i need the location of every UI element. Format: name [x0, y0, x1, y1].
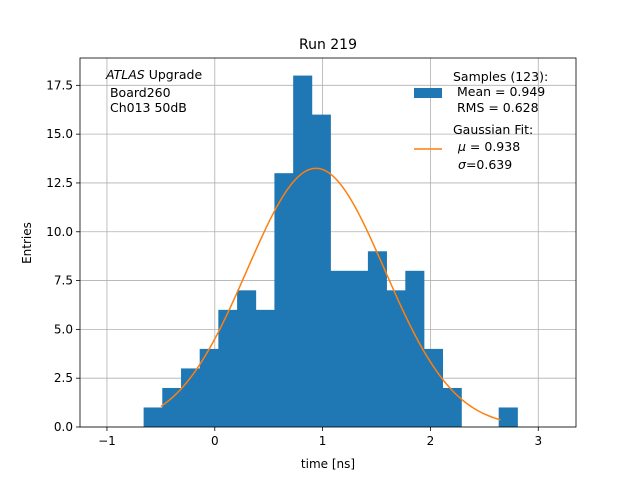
histogram-bar — [143, 407, 163, 427]
y-tick-label: 5.0 — [54, 322, 73, 336]
y-tick-label: 7.5 — [54, 274, 73, 288]
legend-rms-label: RMS = 0.628 — [453, 100, 539, 115]
histogram-bar — [274, 173, 294, 427]
histogram-bar — [367, 251, 387, 427]
x-axis-ticks: −1 0 1 2 3 — [98, 427, 542, 448]
x-tick-label: 1 — [319, 434, 327, 448]
histogram-bar — [162, 387, 182, 427]
legend-mean-label: Mean = 0.949 — [453, 84, 545, 99]
histogram-bar — [349, 270, 369, 427]
upgrade-label: Upgrade — [145, 67, 203, 82]
atlas-label: ATLAS — [105, 67, 145, 82]
sigma-symbol: σ — [458, 157, 467, 172]
histogram-bar — [405, 270, 425, 427]
mu-value: = 0.938 — [466, 139, 520, 154]
gaussian-fit-line — [160, 167, 501, 421]
histogram-bar — [199, 348, 219, 427]
legend-fit-label: Gaussian Fit: — [453, 122, 533, 137]
y-tick-label: 17.5 — [46, 78, 73, 92]
sigma-value: =0.639 — [466, 157, 512, 172]
histogram-bar — [442, 387, 462, 427]
legend: Samples (123): Mean = 0.949 RMS = 0.628 … — [414, 69, 548, 172]
histogram-bar — [218, 309, 238, 427]
plot-frame — [79, 57, 577, 428]
y-tick-label: 10.0 — [46, 225, 73, 239]
y-axis-label: Entries — [20, 222, 34, 264]
x-axis-label: time [ns] — [301, 457, 355, 471]
y-axis-ticks: 0.0 2.5 5.0 7.5 10.0 12.5 15.0 17.5 — [46, 78, 80, 434]
board-label: Board260 — [106, 85, 171, 100]
histogram-bar — [386, 290, 406, 427]
histogram-bar — [255, 309, 275, 427]
histogram-bars — [143, 75, 518, 428]
legend-histogram-swatch — [414, 88, 442, 98]
histogram-bar — [330, 270, 350, 427]
y-tick-label: 12.5 — [46, 176, 73, 190]
histogram-bar — [237, 290, 257, 427]
svg-text:ATLAS Upgrade: ATLAS Upgrade — [105, 67, 202, 82]
chart-title: Run 219 — [299, 37, 357, 53]
y-tick-label: 0.0 — [54, 420, 73, 434]
x-tick-label: 2 — [427, 434, 435, 448]
mu-symbol: μ — [457, 139, 466, 154]
atlas-annotation: ATLAS Upgrade Board260 Ch013 50dB — [105, 67, 202, 115]
histogram-bar — [423, 348, 444, 427]
x-tick-label: −1 — [98, 434, 116, 448]
x-tick-label: 0 — [211, 434, 219, 448]
legend-mu-label: μ = 0.938 — [457, 139, 520, 154]
histogram-bar — [311, 114, 331, 427]
channel-label: Ch013 50dB — [106, 100, 187, 115]
y-tick-label: 15.0 — [46, 127, 73, 141]
legend-samples-label: Samples (123): — [453, 69, 548, 84]
histogram-bar — [498, 407, 518, 427]
y-tick-label: 2.5 — [54, 371, 73, 385]
legend-sigma-label: σ=0.639 — [458, 157, 512, 172]
histogram-bar — [293, 75, 313, 428]
x-tick-label: 3 — [534, 434, 542, 448]
